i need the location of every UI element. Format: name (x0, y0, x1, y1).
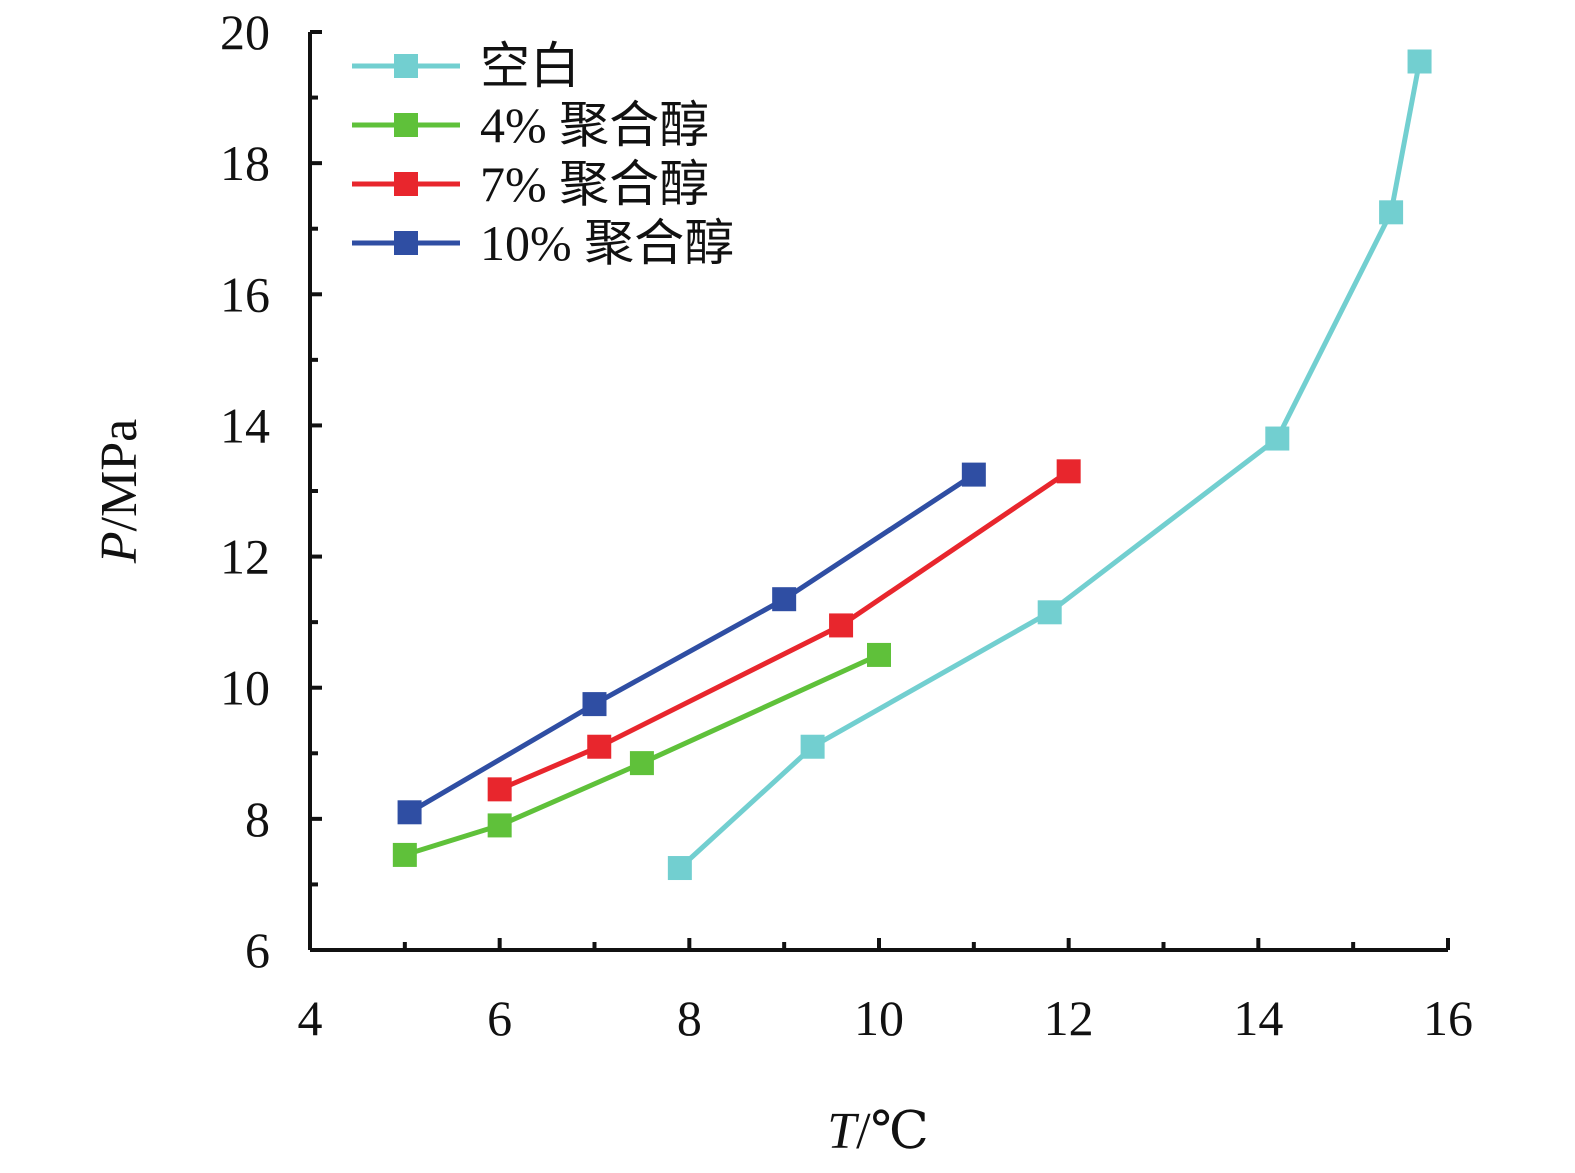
series-2-point-0 (487, 777, 512, 802)
series-1-point-0 (392, 842, 417, 867)
series-0-point-3 (1265, 426, 1290, 451)
x-axis-title-symbol: T (827, 1103, 859, 1160)
legend-label-3: 10% 聚合醇 (480, 215, 734, 271)
series-3-point-0 (397, 800, 422, 825)
legend-item-0: 空白 (352, 38, 580, 94)
legend-item-1: 4% 聚合醇 (352, 97, 709, 153)
y-tick-label-6: 18 (220, 135, 270, 191)
y-axis-title-unit: /MPa (91, 419, 148, 532)
series-2-line (497, 468, 1072, 792)
x-tick-label-1: 6 (487, 990, 512, 1046)
series-group (392, 49, 1432, 881)
y-tick-label-5: 16 (220, 266, 270, 322)
x-axis-title: T/℃ (827, 1103, 929, 1160)
series-0-point-4 (1379, 200, 1404, 225)
x-axis-title-unit: /℃ (856, 1103, 929, 1160)
series-3-point-3 (961, 462, 986, 487)
series-1 (392, 642, 891, 867)
series-2 (487, 459, 1081, 802)
x-tick-label-4: 12 (1044, 990, 1094, 1046)
series-3-point-1 (582, 692, 607, 717)
x-tick-label-5: 14 (1233, 990, 1283, 1046)
y-tick-label-3: 12 (220, 529, 270, 585)
series-0-point-0 (667, 856, 692, 881)
series-0 (667, 49, 1432, 881)
y-tick-label-0: 6 (245, 922, 270, 978)
legend-swatch-marker-2 (394, 172, 418, 196)
series-1-point-2 (629, 751, 654, 776)
legend-label-2: 7% 聚合醇 (480, 156, 709, 212)
series-1-line (402, 652, 882, 858)
y-axis-title: P/MPa (91, 419, 148, 564)
series-2-point-2 (829, 613, 854, 638)
y-tick-label-2: 10 (220, 660, 270, 716)
legend-swatch-marker-1 (394, 113, 418, 137)
legend-label-0: 空白 (480, 38, 580, 94)
series-2-point-1 (587, 734, 612, 759)
legend-item-2: 7% 聚合醇 (352, 156, 709, 212)
series-1-point-3 (867, 642, 891, 667)
series-1-point-1 (487, 813, 512, 838)
series-3-point-2 (772, 587, 797, 612)
series-0-line (677, 59, 1422, 871)
series-2-point-3 (1056, 459, 1081, 484)
series-0-point-2 (1037, 600, 1062, 625)
y-tick-label-7: 20 (220, 4, 270, 60)
legend-label-1: 4% 聚合醇 (480, 97, 709, 153)
x-tick-label-0: 4 (298, 990, 323, 1046)
legend-swatch-marker-0 (394, 54, 418, 78)
series-0-point-5 (1407, 49, 1432, 74)
x-tick-label-3: 10 (854, 990, 904, 1046)
series-0-point-1 (800, 734, 825, 759)
y-tick-label-1: 8 (245, 791, 270, 847)
legend-swatch-marker-3 (394, 231, 418, 255)
x-tick-label-2: 8 (677, 990, 702, 1046)
series-3 (397, 462, 986, 825)
y-tick-label-4: 14 (220, 397, 270, 453)
x-tick-label-6: 16 (1423, 990, 1473, 1046)
series-3-line (407, 472, 977, 815)
legend-item-3: 10% 聚合醇 (352, 215, 734, 271)
y-axis-title-symbol: P (91, 531, 148, 564)
